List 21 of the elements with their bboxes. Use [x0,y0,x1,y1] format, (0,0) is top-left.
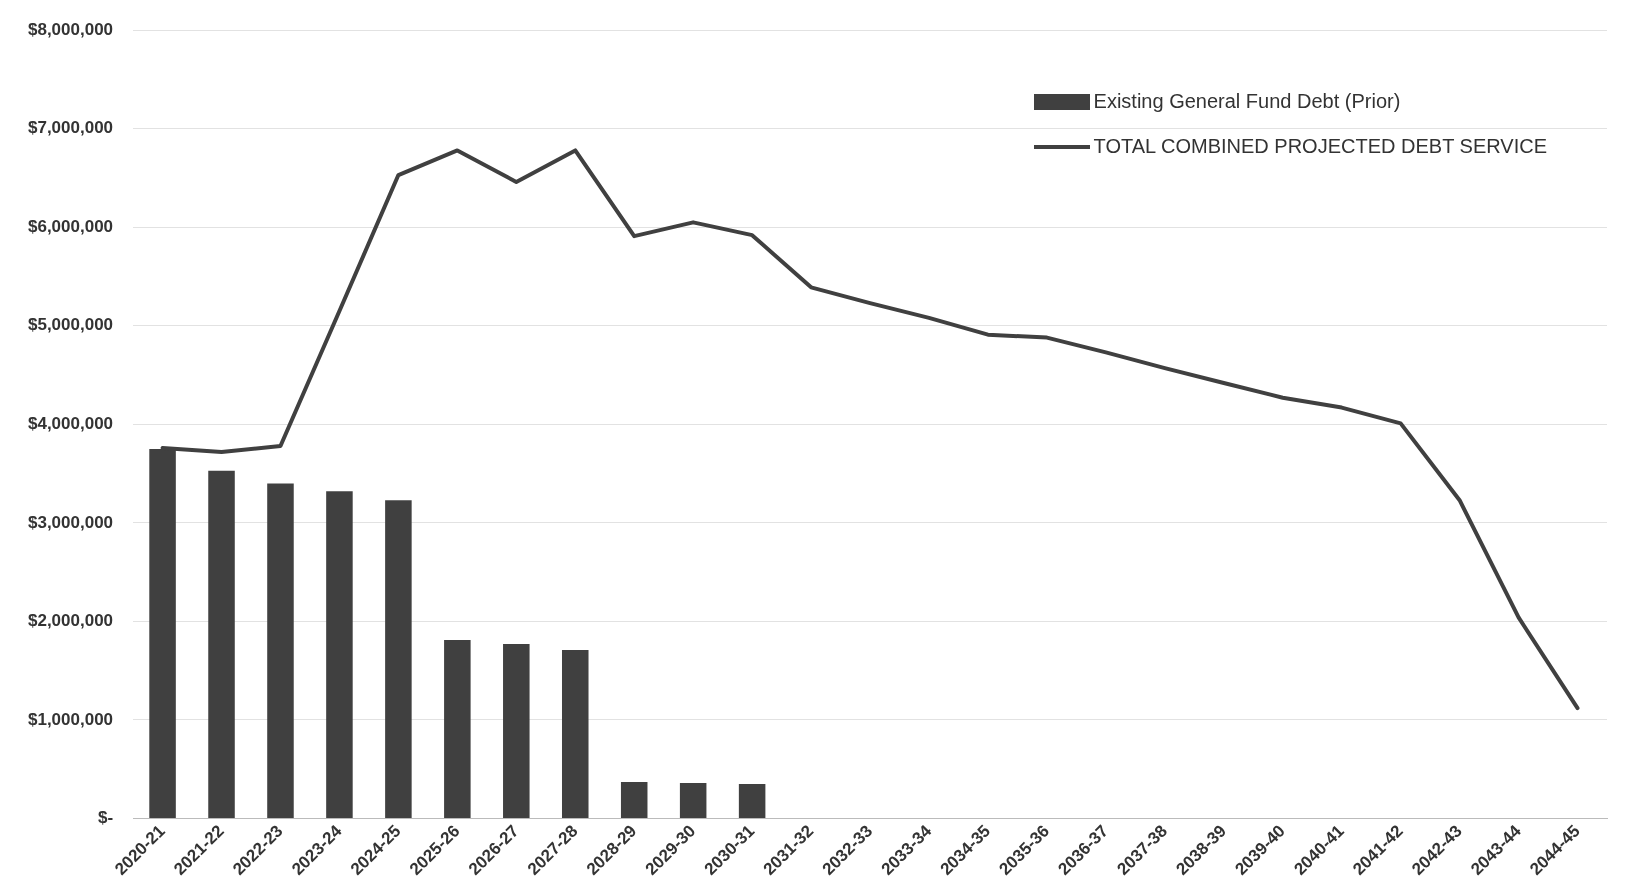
bar [385,500,412,818]
y-tick-label: $2,000,000 [27,611,114,631]
bar [503,644,530,818]
bar [561,649,589,818]
y-tick-label: $3,000,000 [27,512,114,532]
y-tick-label: $4,000,000 [27,414,114,434]
y-tick-label: $7,000,000 [27,118,114,138]
y-tick-label: $6,000,000 [27,216,114,236]
y-tick-label: $- [97,808,114,828]
y-tick-label: $8,000,000 [27,19,114,39]
bar [267,483,294,818]
bar [444,640,471,818]
legend-label: Existing General Fund Debt (Prior) [1093,90,1401,113]
bar [326,491,353,818]
bar [208,470,235,818]
y-tick-label: $5,000,000 [27,315,114,335]
y-tick-label: $1,000,000 [27,709,114,729]
legend-label: TOTAL COMBINED PROJECTED DEBT SERVICE [1093,135,1547,158]
bar [620,782,648,818]
bar [679,782,707,818]
bar [738,783,766,818]
